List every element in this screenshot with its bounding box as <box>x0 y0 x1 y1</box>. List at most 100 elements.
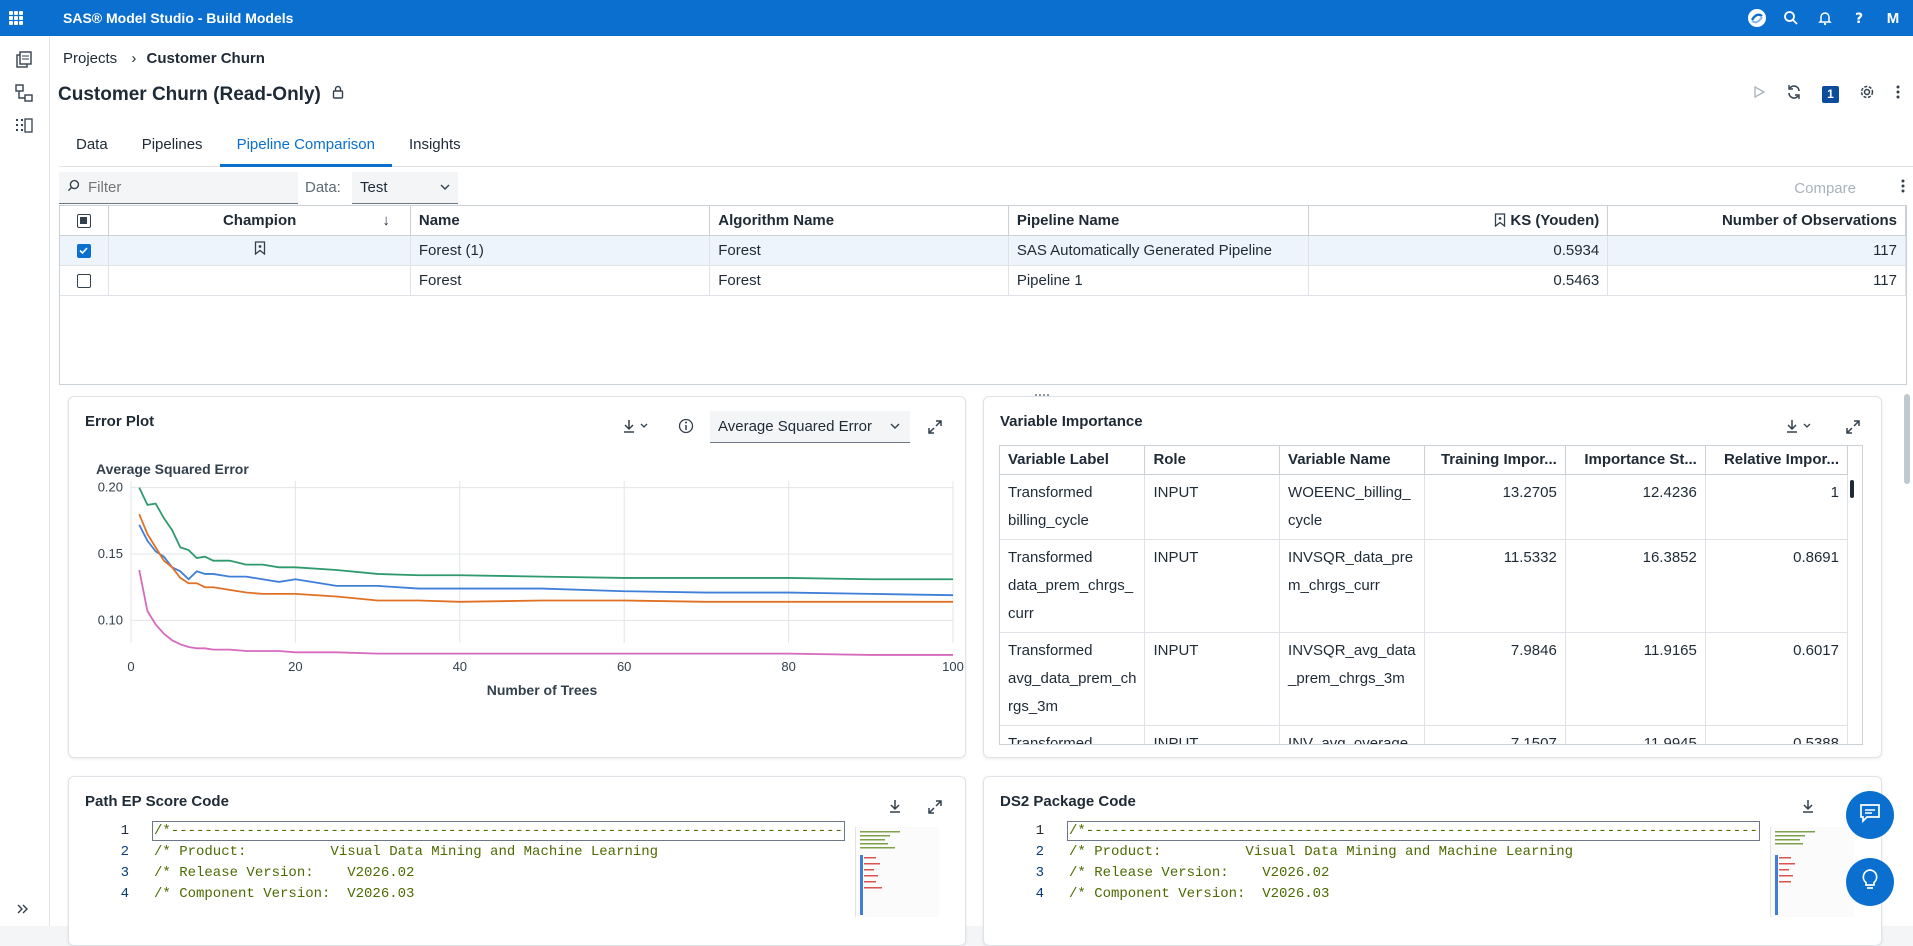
data-partition-select[interactable]: Test <box>352 172 458 204</box>
code-line: /* Release Version: V2026.02 <box>154 865 415 881</box>
lightbulb-icon <box>1860 868 1880 896</box>
ds2-code-editor[interactable]: 1 2 3 4 /*------------------------------… <box>1035 821 1760 902</box>
column-header-algorithm[interactable]: Algorithm Name <box>709 206 1009 236</box>
select-all-checkbox[interactable] <box>77 213 92 228</box>
run-pipeline-icon[interactable] <box>1752 85 1766 103</box>
maximize-icon[interactable] <box>927 799 943 819</box>
cell-observations: 117 <box>1607 235 1906 266</box>
cell-role: INPUT <box>1144 539 1281 633</box>
info-icon[interactable] <box>678 418 694 438</box>
project-toolbar: 1 <box>1752 84 1901 104</box>
y-tick-label: 0.15 <box>98 546 123 561</box>
filter-input[interactable] <box>88 179 278 196</box>
download-icon[interactable] <box>622 419 652 437</box>
insights-tip-button[interactable] <box>1846 858 1894 906</box>
download-icon[interactable] <box>888 799 902 817</box>
sas-logo-icon[interactable] <box>1747 8 1767 28</box>
code-minimap[interactable] <box>855 827 939 917</box>
tab-pipeline-comparison[interactable]: Pipeline Comparison <box>219 122 392 167</box>
table-row[interactable]: Forest (1) Forest SAS Automatically Gene… <box>60 235 1906 266</box>
table-scrollbar-thumb[interactable] <box>1850 480 1854 498</box>
cell-variable-label: Transformed billing_cycle <box>1000 474 1146 540</box>
variable-importance-panel: Variable Importance Variable Label Role … <box>983 396 1882 758</box>
breadcrumb-separator: › <box>131 50 137 67</box>
cell-algorithm: Forest <box>709 235 1009 266</box>
breadcrumb-current: Customer Churn <box>146 50 265 67</box>
tab-insights[interactable]: Insights <box>408 136 461 153</box>
column-header-champion[interactable]: Champion ↓ <box>108 206 411 236</box>
download-icon[interactable] <box>1785 419 1815 437</box>
series-line-2 <box>138 524 954 597</box>
chevron-down-icon <box>440 172 450 204</box>
chat-button[interactable] <box>1846 791 1894 839</box>
expand-rail-icon[interactable] <box>16 902 36 922</box>
column-header-name[interactable]: Name <box>410 206 711 236</box>
cell-training-importance: 7.9846 <box>1424 632 1566 726</box>
table-row[interactable]: Transformed data_prem_chrgs_ curr INPUT INVS… <box>1000 539 1849 633</box>
column-header-relative-importance[interactable]: Relative Impor... <box>1705 446 1849 475</box>
page-scrollbar-thumb[interactable] <box>1904 394 1910 484</box>
cell-name: Forest <box>410 265 711 296</box>
app-switcher-icon[interactable] <box>9 11 23 25</box>
sort-descending-icon[interactable]: ↓ <box>382 211 390 229</box>
panel-title: DS2 Package Code <box>1000 793 1136 810</box>
column-header-ks[interactable]: KS (Youden) <box>1308 206 1609 236</box>
current-line-highlight <box>1067 821 1760 841</box>
column-header-pipeline[interactable]: Pipeline Name <box>1008 206 1309 236</box>
cell-variable-label: Transformed data_prem_chrgs_ curr <box>1000 539 1146 633</box>
error-plot-chart: 0 20 40 60 80 100 0.10 0.15 0.20 Number of Trees <box>98 480 964 698</box>
user-avatar[interactable]: M <box>1886 9 1900 27</box>
column-header-role[interactable]: Role <box>1144 446 1281 475</box>
refresh-icon[interactable] <box>1786 84 1802 104</box>
download-icon[interactable] <box>1801 799 1815 817</box>
more-options-icon[interactable] <box>1895 84 1901 104</box>
table-row[interactable]: Forest Forest Pipeline 1 0.5463 117 <box>60 265 1906 296</box>
filter-field <box>59 172 298 204</box>
search-icon[interactable] <box>1781 8 1801 28</box>
metric-select-value: Average Squared Error <box>718 418 872 435</box>
more-options-icon[interactable] <box>1900 178 1906 198</box>
cell-ks: 0.5463 <box>1308 265 1609 296</box>
cell-relative-importance: 0.6017 <box>1705 632 1849 726</box>
settings-gear-icon[interactable] <box>1859 84 1875 104</box>
breadcrumb-projects-link[interactable]: Projects <box>63 50 118 67</box>
column-header-observations[interactable]: Number of Observations <box>1607 206 1906 236</box>
column-header-variable-name[interactable]: Variable Name <box>1279 446 1426 475</box>
score-code-editor[interactable]: 1 2 3 4 /*------------------------------… <box>120 821 845 902</box>
maximize-icon[interactable] <box>1845 419 1861 439</box>
top-bar: SAS® Model Studio - Build Models ? M <box>0 0 1913 36</box>
maximize-icon[interactable] <box>927 419 943 439</box>
cell-role: INPUT <box>1144 632 1281 726</box>
cell-algorithm: Forest <box>709 265 1009 296</box>
help-icon[interactable]: ? <box>1849 8 1869 28</box>
x-tick-label: 0 <box>127 659 134 674</box>
pipelines-icon[interactable] <box>14 83 34 103</box>
code-line: /* Release Version: V2026.02 <box>1069 865 1330 881</box>
compare-button[interactable]: Compare <box>1794 180 1856 197</box>
metric-select[interactable]: Average Squared Error <box>710 411 910 443</box>
tab-pipelines[interactable]: Pipelines <box>141 136 203 153</box>
cell-role: INPUT <box>1144 474 1281 540</box>
tab-data[interactable]: Data <box>76 136 108 153</box>
column-header-training-importance[interactable]: Training Impor... <box>1424 446 1566 475</box>
cell-ks: 0.5934 <box>1308 235 1609 266</box>
table-row[interactable]: Transformed avg_data_prem_ch rgs_3m INPUT IN… <box>1000 632 1849 726</box>
build-models-icon[interactable] <box>14 50 34 70</box>
row-checkbox[interactable] <box>77 243 92 258</box>
cell-importance-std: 16.3852 <box>1565 539 1706 633</box>
notifications-bell-icon[interactable] <box>1815 8 1835 28</box>
column-header-importance-std[interactable]: Importance St... <box>1565 446 1706 475</box>
row-checkbox[interactable] <box>77 273 92 288</box>
panel-splitter-handle[interactable] <box>59 385 1907 396</box>
code-minimap[interactable] <box>1770 827 1854 917</box>
table-row[interactable]: Transformedavg_overage_INPUTINV_avg_over… <box>1000 725 1849 744</box>
left-navigation-rail <box>0 36 50 926</box>
table-row[interactable]: Transformed billing_cycle INPUT WOEENC_bill… <box>1000 474 1849 540</box>
data-grid-icon[interactable] <box>14 116 34 136</box>
project-count-badge[interactable]: 1 <box>1822 85 1839 103</box>
cell-pipeline: Pipeline 1 <box>1008 265 1309 296</box>
cell-role: INPUT <box>1144 725 1281 744</box>
current-line-highlight <box>152 821 845 841</box>
column-header-variable-label[interactable]: Variable Label <box>1000 446 1146 475</box>
